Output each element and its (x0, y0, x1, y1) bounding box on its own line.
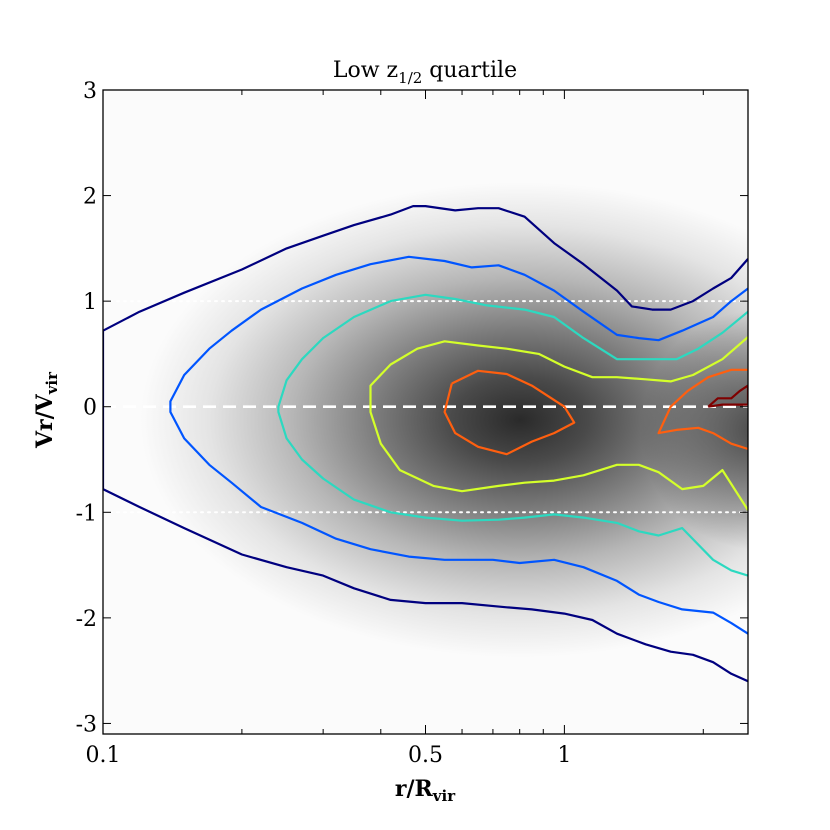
y-axis-ticks: 3 2 1 0 -1 -2 -3 (76, 79, 748, 737)
y-axis-title-main: Vr/V (32, 393, 58, 449)
chart-title: Low z1/2 quartile (333, 58, 517, 87)
y-tick-label: -3 (76, 712, 97, 737)
x-axis-title-main: r/R (395, 776, 434, 802)
x-tick-label: 0.1 (86, 743, 121, 768)
x-tick-label: 0.5 (408, 743, 443, 768)
contour-level-6-line (707, 384, 748, 408)
x-tick-label: 1 (557, 743, 571, 768)
contour-lines (103, 205, 748, 683)
reference-lines (103, 300, 748, 514)
y-tick-label: 0 (83, 396, 97, 421)
y-axis-title-subscript: vir (43, 371, 61, 395)
y-tick-label: -1 (76, 501, 97, 526)
y-tick-label: 1 (83, 290, 97, 315)
x-axis-ticks: 0.1 0.5 1 (86, 90, 704, 768)
contour-level-4-line (369, 336, 748, 511)
y-tick-label: 2 (83, 185, 97, 210)
x-axis-title-subscript: vir (432, 787, 456, 805)
contour-level-1-line (103, 205, 748, 683)
contour-level-5-line (657, 368, 748, 451)
chart-title-suffix: quartile (422, 58, 517, 83)
density-background-right (600, 250, 748, 650)
contour-level-3-line (277, 293, 748, 577)
contour-level-5-line (443, 369, 576, 456)
x-axis-title: r/Rvir (395, 776, 456, 805)
chart-title-main: Low z (333, 58, 398, 83)
plot-area (103, 90, 748, 734)
chart-title-subscript: 1/2 (398, 69, 422, 87)
y-tick-label: 3 (83, 79, 97, 104)
contour-level-2-line (169, 255, 748, 635)
y-axis-title: Vr/Vvir (32, 371, 61, 449)
y-tick-label: -2 (76, 607, 97, 632)
